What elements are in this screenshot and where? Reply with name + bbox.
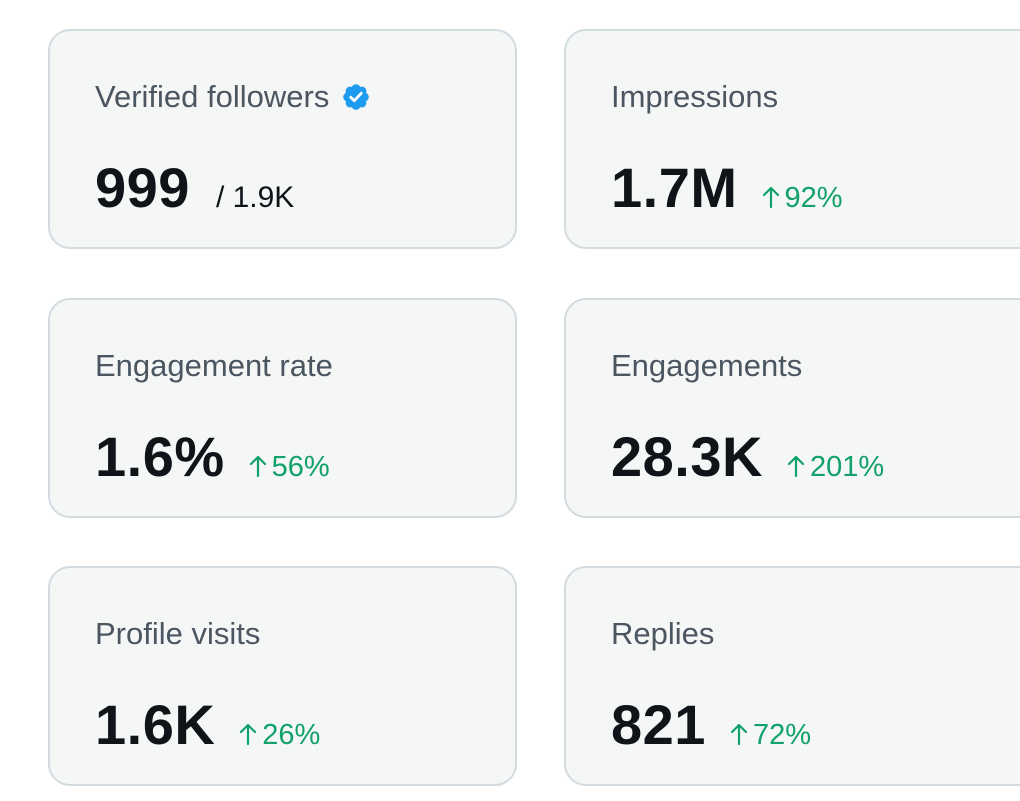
card-label: Engagement rate: [95, 348, 333, 384]
verified-badge-icon: [341, 82, 371, 112]
arrow-up-icon: [730, 721, 748, 746]
card-label-text: Engagements: [611, 348, 803, 383]
card-label-text: Impressions: [611, 79, 779, 114]
card-value-row: 28.3K 201%: [611, 424, 884, 489]
arrow-up-icon: [762, 184, 780, 209]
card-value-row: 1.7M 92%: [611, 155, 843, 220]
metric-value: 1.6%: [95, 425, 225, 488]
card-replies[interactable]: Replies 821 72%: [564, 566, 1020, 786]
card-label: Verified followers: [95, 79, 371, 115]
arrow-up-icon: [239, 721, 257, 746]
metric-delta-value: 72%: [752, 719, 811, 751]
card-engagement-rate[interactable]: Engagement rate 1.6% 56%: [48, 298, 517, 518]
metric-delta-value: 56%: [271, 451, 330, 483]
card-label-text: Verified followers: [95, 79, 330, 114]
card-value-row: 821 72%: [611, 692, 811, 757]
metric-delta: 201%: [787, 451, 884, 484]
metric-delta-value: 26%: [262, 719, 321, 751]
arrow-up-icon: [249, 453, 267, 478]
arrow-up-icon: [787, 453, 805, 478]
metric-value: 1.7M: [611, 156, 738, 219]
metric-value: 999: [95, 156, 190, 219]
card-label: Impressions: [611, 79, 778, 115]
card-value-row: 999 / 1.9K: [95, 155, 294, 220]
card-value-row: 1.6K 26%: [95, 692, 320, 757]
card-value-row: 1.6% 56%: [95, 424, 330, 489]
metric-value: 1.6K: [95, 693, 216, 756]
card-label-text: Profile visits: [95, 616, 261, 651]
metric-delta-value: 201%: [809, 451, 885, 483]
card-engagements[interactable]: Engagements 28.3K 201%: [564, 298, 1020, 518]
card-profile-visits[interactable]: Profile visits 1.6K 26%: [48, 566, 517, 786]
metric-total: / 1.9K: [215, 181, 295, 214]
metric-delta: 26%: [239, 719, 320, 752]
metric-delta: 72%: [730, 719, 811, 752]
metric-delta-value: 92%: [784, 182, 843, 214]
card-label-text: Replies: [611, 616, 715, 651]
card-verified-followers[interactable]: Verified followers 999 / 1.9K: [48, 29, 517, 249]
metric-value: 821: [611, 693, 706, 756]
card-label: Engagements: [611, 348, 802, 384]
metric-delta: 92%: [762, 182, 843, 215]
card-label: Profile visits: [95, 616, 260, 652]
metric-delta: 56%: [249, 451, 330, 484]
card-impressions[interactable]: Impressions 1.7M 92%: [564, 29, 1020, 249]
card-label-text: Engagement rate: [95, 348, 333, 383]
card-label: Replies: [611, 616, 714, 652]
metric-value: 28.3K: [611, 425, 763, 488]
